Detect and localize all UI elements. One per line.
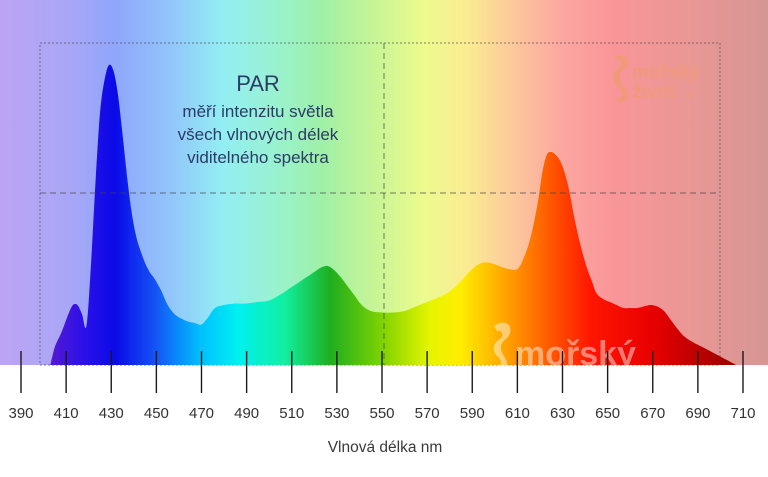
x-tick-label-390: 390 [8,405,33,422]
x-tick-label-490: 490 [234,405,259,422]
x-tick-label-450: 450 [144,405,169,422]
x-tick-label-510: 510 [279,405,304,422]
watermark-seahorse-icon [493,322,511,368]
spectrum-curve [50,64,737,365]
x-tick-label-710: 710 [730,405,755,422]
watermark: mořský [493,322,636,373]
logo-line-2: život [632,82,676,103]
x-tick-label-670: 670 [640,405,665,422]
x-tick-label-690: 690 [685,405,710,422]
x-tick-label-570: 570 [415,405,440,422]
x-tick-label-650: 650 [595,405,620,422]
x-axis: 390 410 430 450 470 490 510 530 550 570 590 610 630 6… [8,351,756,422]
par-line-3: viditelného spektra [187,148,329,167]
bottom-panel [0,365,768,477]
par-annotation: PAR měří intenzitu světla všech vlnových… [178,71,339,167]
x-tick-label-550: 550 [369,405,394,422]
x-tick-label-630: 630 [550,405,575,422]
x-tick-label-610: 610 [505,405,530,422]
seahorse-icon [612,55,629,103]
x-tick-label-470: 470 [189,405,214,422]
x-tick-label-430: 430 [99,405,124,422]
x-tick-label-590: 590 [460,405,485,422]
watermark-text: mořský [515,335,636,373]
par-line-2: všech vlnových délek [178,125,339,144]
logo-suffix: .cz [684,89,697,100]
brand-logo: mořský život .cz [612,55,700,103]
x-tick-label-410: 410 [54,405,79,422]
logo-line-1: mořský [632,62,700,83]
x-tick-label-530: 530 [324,405,349,422]
par-title: PAR [236,71,280,96]
x-axis-title: Vlnová délka nm [328,439,443,456]
par-line-1: měří intenzitu světla [182,102,334,121]
